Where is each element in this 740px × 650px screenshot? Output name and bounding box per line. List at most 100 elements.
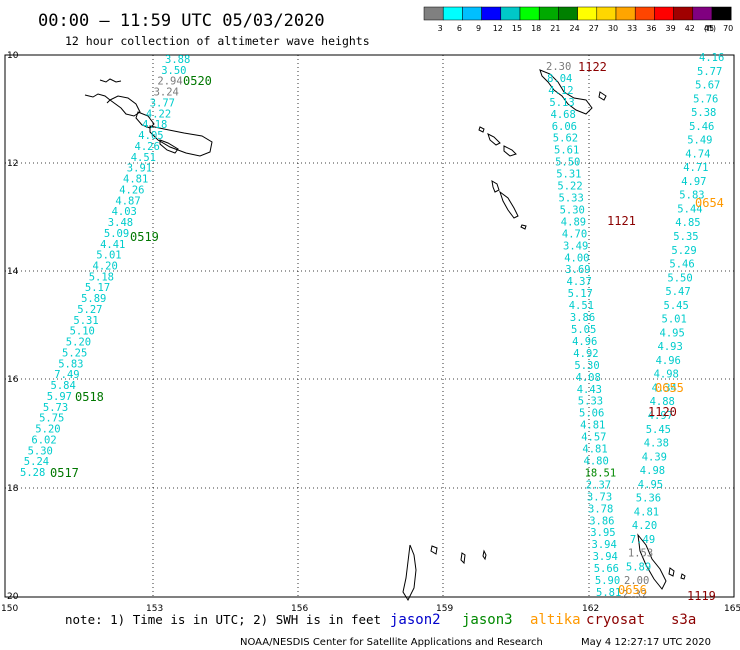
wave-height-value: 4.98 [654,369,679,381]
wave-height-value: 1.53 [628,548,653,560]
wave-height-value: 4.20 [93,261,118,273]
wave-height-value: 5.49 [687,135,712,147]
wave-height-value: 4.26 [135,141,160,153]
satellite-altika: altika [530,612,581,628]
wave-height-value: 4.18 [142,119,167,131]
wave-height-value: 4.97 [648,410,673,422]
wave-height-value: 5.46 [669,259,694,271]
wave-height-value: 4.96 [572,336,597,348]
pass-label-0654: 0654 [695,196,724,210]
satellite-cryosat: cryosat [586,612,645,628]
wave-height-value: 5.97 [47,391,72,403]
wave-height-value: 4.87 [115,195,140,207]
wave-height-value: 5.22 [557,181,582,193]
wave-height-value: 3.78 [588,503,613,515]
legend-value: 30 [608,24,618,33]
wave-height-value: 3.94 [593,551,618,563]
y-tick-12: 12 [7,159,18,169]
wave-height-value: 5.17 [568,288,593,300]
wave-height-value: 5.45 [646,424,671,436]
wave-height-value: 5.33 [578,396,603,408]
x-tick-162: 162 [582,604,599,614]
legend-value: 18 [531,24,541,33]
lat-lon-grid [5,55,734,597]
wave-height-value: 5.20 [66,337,91,349]
pass-label-0520: 0520 [183,74,212,88]
legend-value: 36 [646,24,656,33]
legend-swatch [519,6,540,21]
wave-height-value: 4.34 [652,383,677,395]
wave-height-value: 4.98 [640,465,665,477]
pass-label-1119: 1119 [687,589,716,603]
wave-height-value: 2.94 [157,76,182,88]
wave-height-value: 3.95 [590,527,615,539]
wave-height-legend: 3 6 9 12 15 18 21 24 27 30 33 36 39 42 45 70 [423,6,733,33]
wave-height-value: 5.67 [695,80,720,92]
wave-height-value: 4.38 [644,438,669,450]
legend-swatch [634,6,655,21]
satellite-s3a: s3a [671,612,696,628]
wave-height-value: 4.81 [582,444,607,456]
wave-height-value: 8.04 [547,73,572,85]
wave-height-value: 5.84 [51,380,76,392]
wave-height-value: 5.46 [689,121,714,133]
wave-height-value: 7.49 [630,534,655,546]
wave-height-value: 5.35 [673,231,698,243]
wave-height-value: 5.31 [73,315,98,327]
wave-height-value: 2.30 [546,61,571,73]
legend-unit: (ft) [704,24,716,33]
wave-height-value: 4.22 [146,108,171,120]
y-tick-18: 18 [7,484,19,494]
wave-height-value: 5.01 [96,250,121,262]
wave-height-value: 5.20 [35,424,60,436]
legend-swatch [673,6,694,21]
legend-swatch [692,6,713,21]
wave-height-value: 5.77 [697,66,722,78]
wave-height-value: 4.20 [632,520,657,532]
wave-height-value: 3.24 [154,87,179,99]
pass-label-1121: 1121 [607,214,636,228]
wave-height-value: 5.44 [677,204,702,216]
wave-height-value: 4.71 [683,162,708,174]
wave-height-value: 4.81 [580,420,605,432]
wave-height-value: 3.77 [150,98,175,110]
map-subtitle: 12 hour collection of altimeter wave hei… [65,34,370,48]
wave-height-value: 5.73 [43,402,68,414]
legend-swatch [711,6,732,21]
wave-height-value: 4.74 [685,148,710,160]
wave-height-value: 4.81 [634,506,659,518]
wave-height-value: 3.86 [589,515,614,527]
wave-height-value: 6.06 [552,121,577,133]
wave-height-value: 5.89 [81,293,106,305]
wave-height-value: 2.32 [622,589,647,601]
wave-height-value: 5.38 [691,107,716,119]
wave-height-value: 4.93 [658,341,683,353]
legend-swatch [596,6,617,21]
wave-height-value: 4.97 [681,176,706,188]
footer-credit: NOAA/NESDIS Center for Satellite Applica… [240,637,543,648]
wave-height-value: 7.49 [54,369,79,381]
wave-height-value: 4.41 [100,239,125,251]
wave-height-value: 5.83 [679,190,704,202]
legend-swatch [442,6,463,21]
map-title: 00:00 – 11:59 UTC 05/03/2020 [38,11,325,31]
legend-swatch [462,6,482,21]
wave-height-value: 4.08 [576,372,601,384]
wave-height-value: 3.91 [127,163,152,175]
legend-value: 15 [512,24,522,33]
wave-height-value: 5.27 [77,304,102,316]
pass-label-0656: 0656 [618,583,647,597]
pass-label-0655: 0655 [655,381,684,395]
wave-height-value: 5.30 [28,445,53,457]
y-tick-20: 20 [7,592,19,602]
wave-height-value: 4.88 [650,396,675,408]
wave-height-value: 4.80 [584,456,609,468]
legend-value: 39 [666,24,676,33]
wave-height-value: 5.90 [595,575,620,587]
wave-height-value: 4.92 [573,348,598,360]
legend-value: 45 [704,24,714,33]
legend-value: 12 [493,24,503,33]
altimeter-tracks: 3.883.502.943.243.774.224.184.054.264.51… [20,52,724,601]
map-frame [4,54,735,598]
wave-height-value: 5.62 [553,133,578,145]
